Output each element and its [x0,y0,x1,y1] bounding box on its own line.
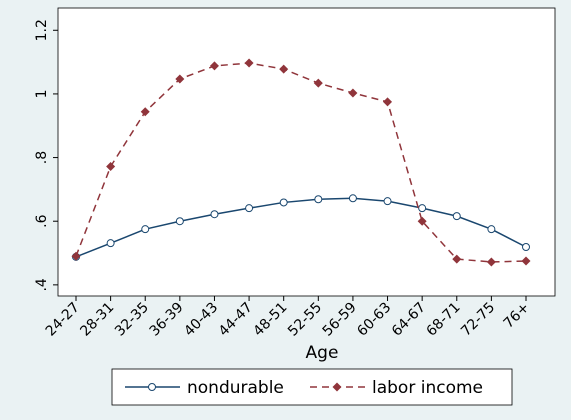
point [487,225,496,234]
x-tick-label: 36-39 [147,300,187,340]
point [313,78,323,88]
point [452,212,461,221]
x-tick-label: 64-67 [389,300,429,340]
point [383,197,392,206]
legend-label: nondurable [187,378,284,398]
point [71,251,81,261]
x-tick-label: 72-75 [458,300,498,340]
point [522,242,530,251]
point [418,204,427,213]
point [140,107,150,117]
point [106,161,116,171]
x-tick-label: 28-31 [77,300,117,340]
series-line [75,197,527,258]
plot-area [57,7,556,297]
x-tick-label: 32-35 [112,300,152,340]
point [279,64,289,74]
point [348,194,357,203]
x-tick-label: 60-63 [354,300,394,340]
point [383,97,393,107]
y-tick-label: .8 [34,151,50,164]
y-tick-label: 1.2 [34,19,50,41]
point [175,74,185,84]
point [417,216,427,226]
y-tick-label: 1 [34,89,50,98]
point [279,198,288,207]
legend-marker [332,382,342,392]
point [486,257,496,267]
point [348,88,358,98]
point [314,195,323,204]
point [452,254,462,264]
point [210,210,219,219]
x-axis-label: Age [306,343,339,363]
legend-label: labor income [372,378,483,398]
y-tick-label: .4 [34,278,50,291]
point [245,204,254,213]
x-tick-label: 48-51 [250,300,290,340]
x-tick-label: 76+ [501,300,533,332]
point [521,256,531,266]
point [209,61,219,71]
point [106,239,115,248]
y-tick-label: .6 [34,214,50,227]
point [244,58,254,68]
x-tick-label: 44-47 [216,300,256,340]
x-tick-label: 40-43 [181,300,221,340]
x-tick-label: 52-55 [285,300,325,340]
x-tick-label: 24-27 [43,300,83,340]
point [141,225,150,234]
legend-marker [148,383,156,391]
x-tick-label: 56-59 [320,300,360,340]
series-line [75,62,527,263]
x-tick-label: 68-71 [424,300,464,340]
point [175,217,184,226]
